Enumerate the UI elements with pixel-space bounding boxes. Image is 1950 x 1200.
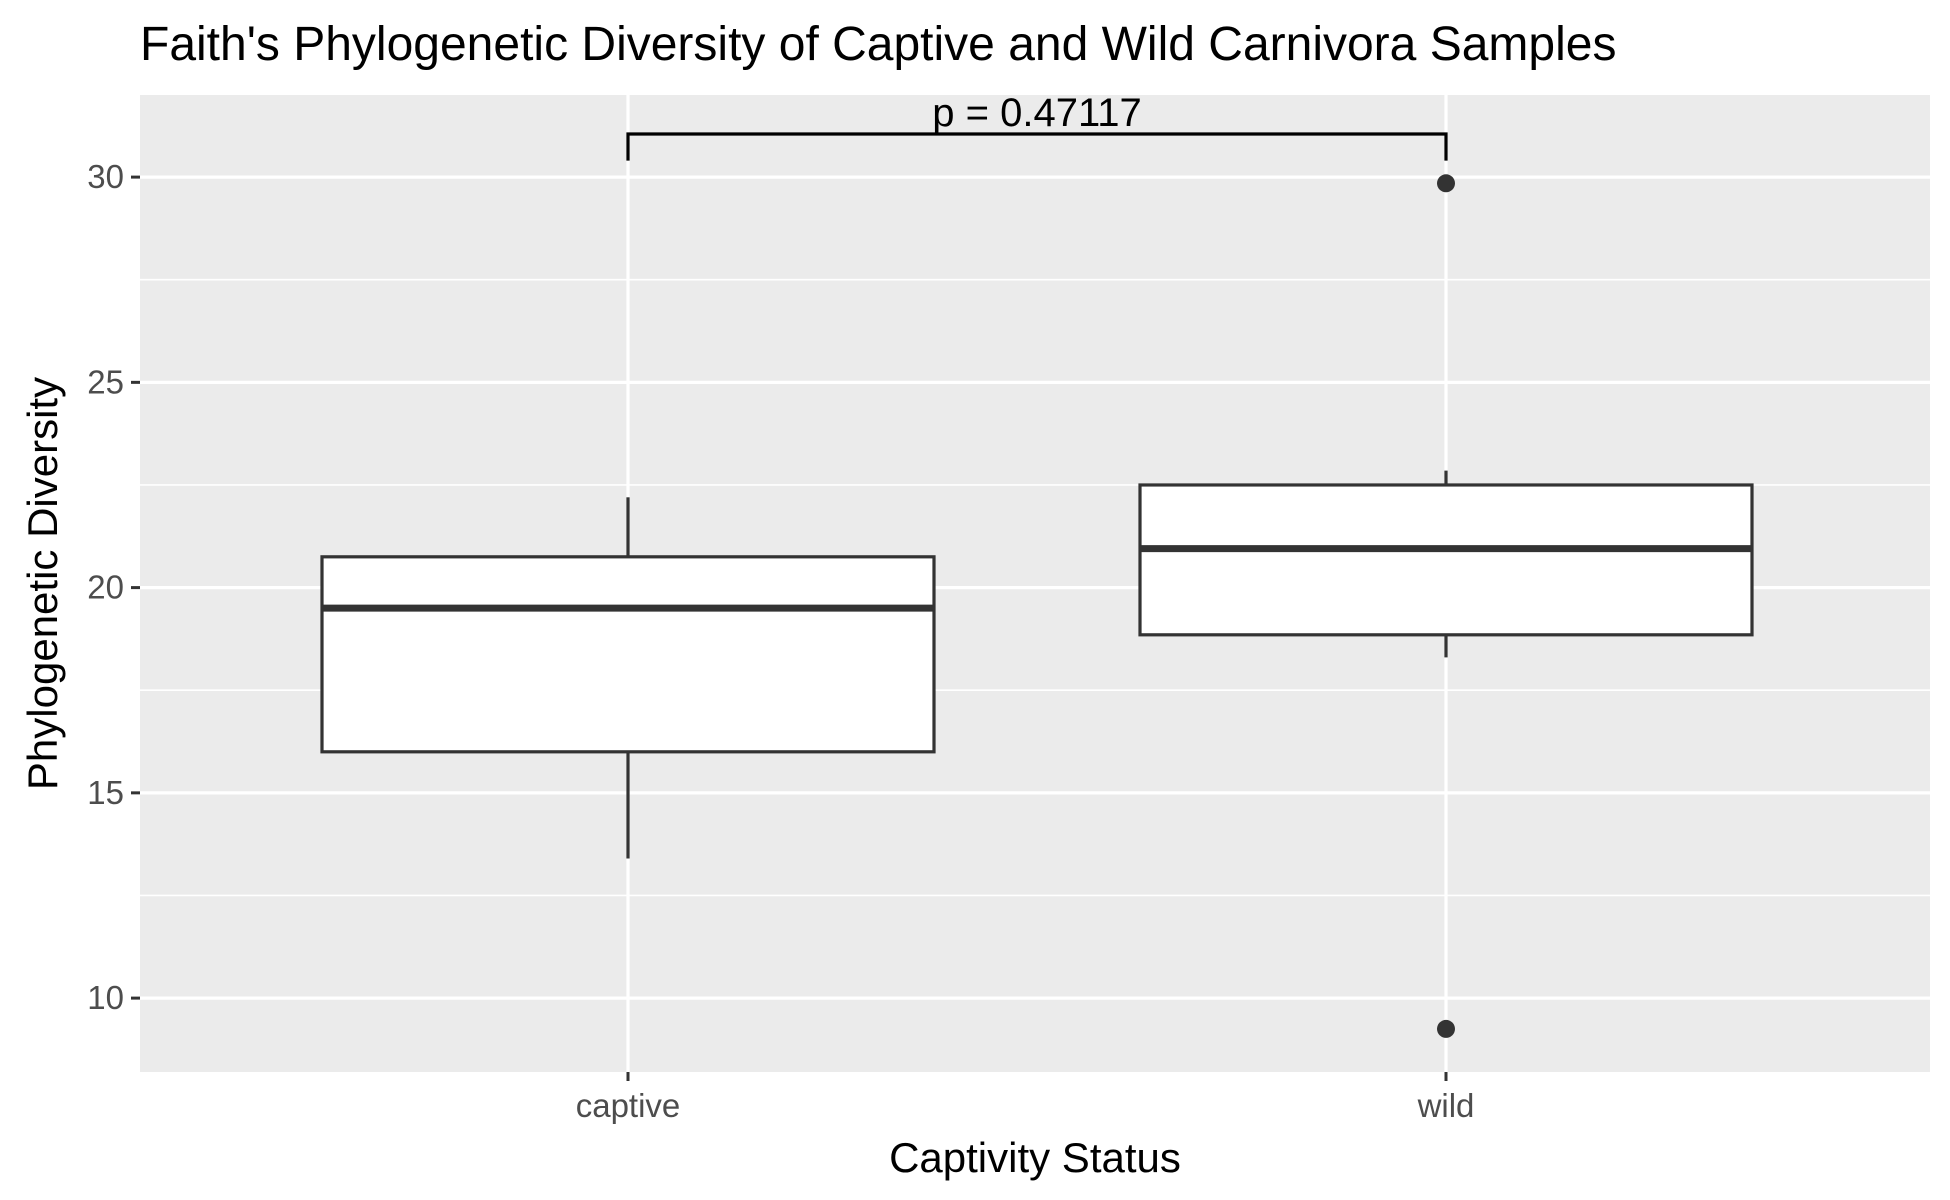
y-tick-label: 25 <box>87 363 124 400</box>
significance-annotation: p = 0.47117 <box>626 91 1448 161</box>
y-axis: 10 15 20 25 30 <box>87 158 140 1016</box>
y-tick-label: 10 <box>87 979 124 1016</box>
box-iqr <box>320 555 936 754</box>
y-axis-title: Phylogenetic Diversity <box>19 377 66 790</box>
x-tick-label: captive <box>576 1087 681 1124</box>
significance-bracket <box>626 132 1448 161</box>
boxplots <box>320 174 1754 1038</box>
y-tick-label: 15 <box>87 774 124 811</box>
x-axis-title: Captivity Status <box>889 1134 1181 1181</box>
boxplot-captive <box>320 497 936 859</box>
chart-title: Faith's Phylogenetic Diversity of Captiv… <box>140 18 1616 71</box>
y-tick-label: 30 <box>87 158 124 195</box>
outlier-point <box>1437 1019 1455 1038</box>
x-tick-label: wild <box>1417 1087 1475 1124</box>
boxplot-wild <box>1138 174 1754 1038</box>
p-value-label: p = 0.47117 <box>932 91 1141 135</box>
outlier-point <box>1437 174 1455 193</box>
y-tick-label: 20 <box>87 569 124 606</box>
x-axis: captive wild <box>576 1072 1475 1124</box>
box-iqr <box>1138 483 1754 637</box>
